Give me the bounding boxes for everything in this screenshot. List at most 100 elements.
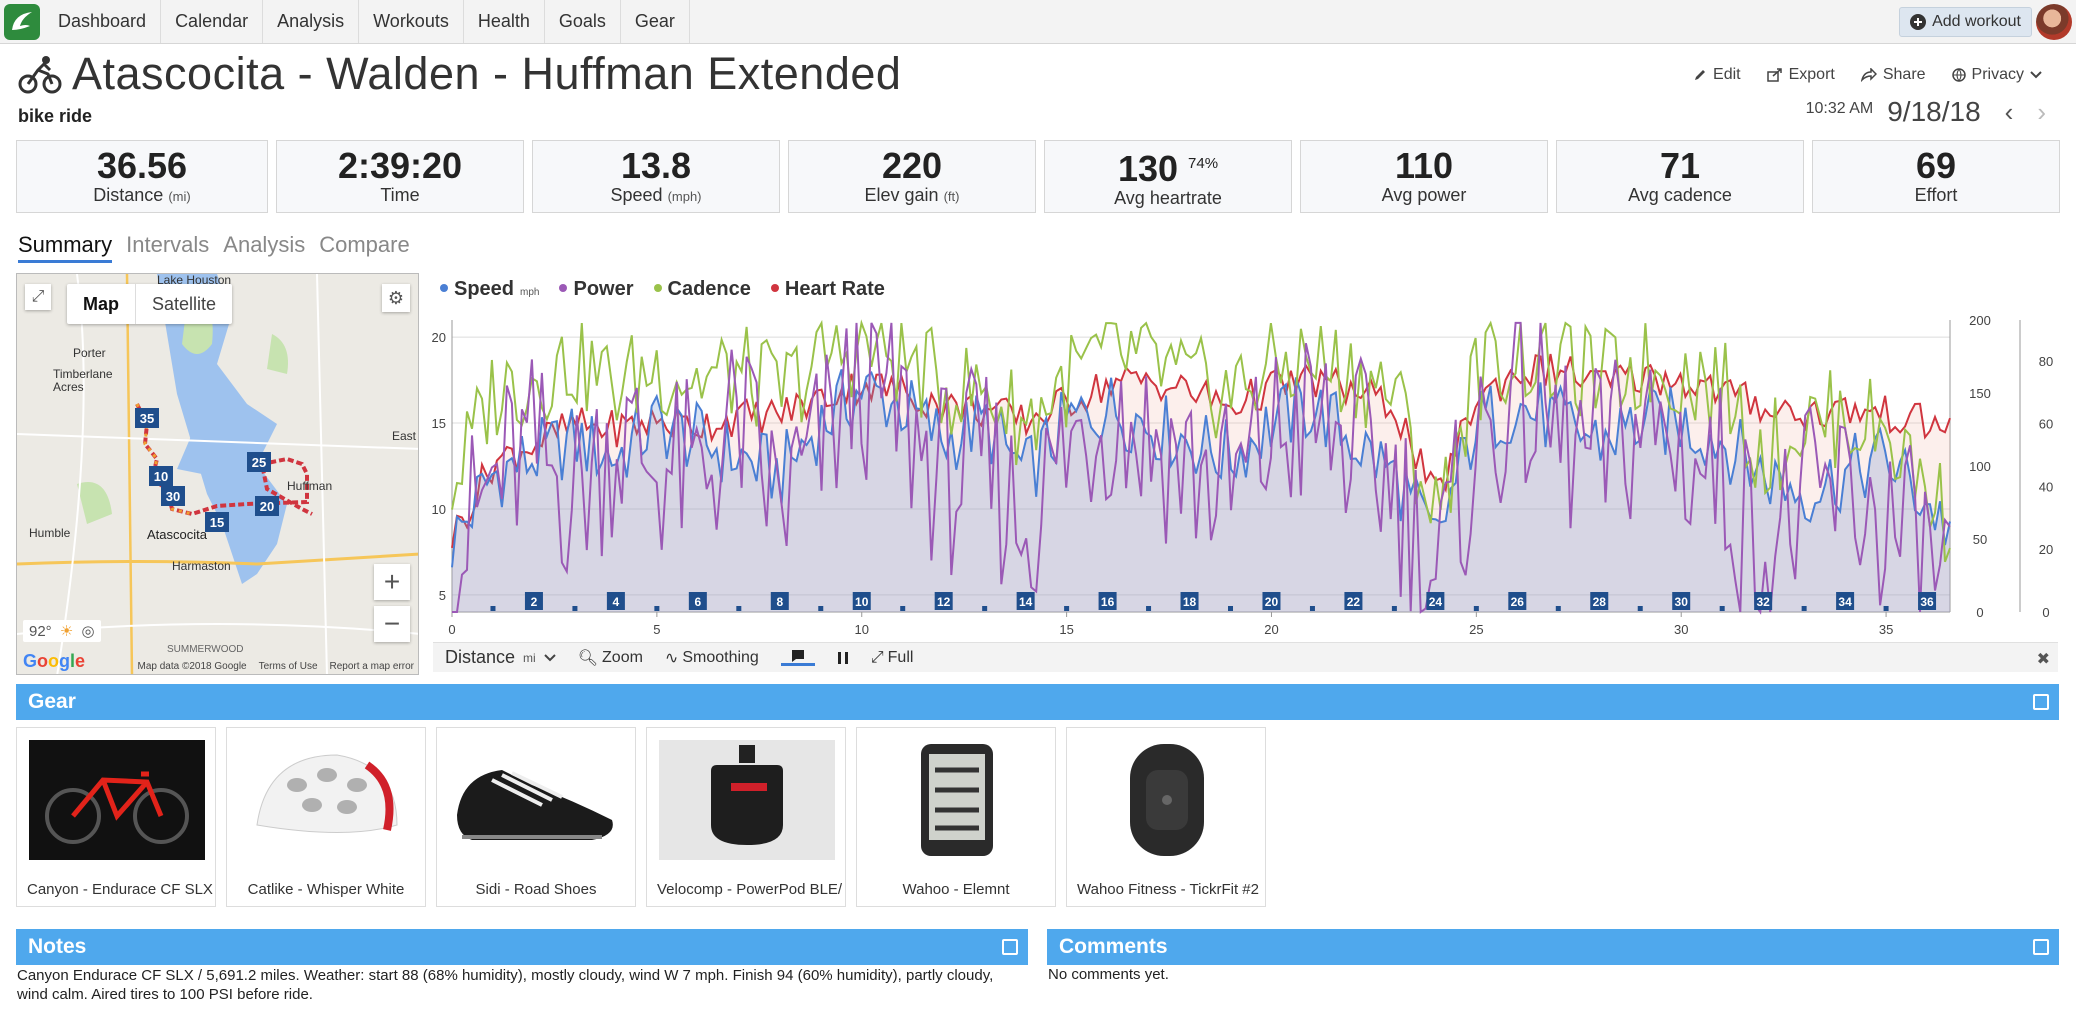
gear-card-tickrfit[interactable]: Wahoo Fitness - TickrFit #2 — [1066, 727, 1266, 907]
zoom-out-icon[interactable]: − — [374, 606, 410, 642]
magnifier-icon: 🔍︎ — [577, 649, 599, 667]
avatar[interactable] — [2036, 4, 2072, 40]
add-workout-button[interactable]: Add workout — [1899, 7, 2032, 37]
nav-gear[interactable]: Gear — [621, 0, 690, 43]
workout-chart[interactable]: 5101520050100150200020406080809010011012… — [430, 310, 2060, 642]
x-tick-label: 0 — [448, 622, 455, 637]
lap-tick — [490, 606, 496, 611]
nav-health[interactable]: Health — [464, 0, 545, 43]
prev-workout-icon[interactable]: ‹ — [2004, 97, 2014, 127]
gear-card-powerpod[interactable]: Velocomp - PowerPod BLE/ — [646, 727, 846, 907]
satellite-mode-button[interactable]: Satellite — [152, 293, 217, 314]
full-button[interactable]: ⤢ Full — [871, 649, 914, 667]
tab-compare[interactable]: Compare — [319, 232, 410, 257]
legend-label: Power — [573, 278, 634, 300]
edit-button[interactable]: Edit — [1693, 66, 1741, 84]
map-settings-gear-icon[interactable]: ⚙ — [382, 284, 410, 312]
lap-marker-label: 6 — [694, 595, 701, 609]
fullscreen-icon[interactable]: ⤢ — [25, 284, 51, 310]
nav-workouts[interactable]: Workouts — [359, 0, 464, 43]
route-map[interactable]: Lake Houston Porter Timberlane Acres Eas… — [16, 273, 419, 675]
nav-dashboard[interactable]: Dashboard — [44, 0, 162, 43]
gear-label: Canyon - Endurace CF SLX I — [27, 881, 215, 898]
map-marker[interactable]: 30 — [161, 486, 185, 506]
nav-calendar[interactable]: Calendar — [161, 0, 264, 43]
gear-card-helmet[interactable]: Catlike - Whisper White — [226, 727, 426, 907]
terms-link[interactable]: Terms of Use — [258, 661, 318, 672]
lap-marker — [688, 592, 707, 610]
edit-notes-icon[interactable] — [1002, 939, 1018, 955]
tab-analysis[interactable]: Analysis — [223, 232, 306, 257]
app-logo[interactable] — [0, 0, 44, 44]
report-error-link[interactable]: Report a map error — [329, 661, 414, 672]
map-canvas[interactable] — [17, 274, 419, 675]
workout-title: Atascocita - Walden - Huffman Extended — [72, 48, 902, 99]
privacy-dropdown[interactable]: Privacy — [1951, 66, 2042, 84]
export-label: Export — [1788, 66, 1835, 83]
chevron-down-icon — [2030, 71, 2042, 79]
share-button[interactable]: Share — [1860, 66, 1926, 84]
lap-marker — [1426, 592, 1445, 610]
gear-card-bike[interactable]: Canyon - Endurace CF SLX I — [16, 727, 216, 907]
map-place-label: Huffman — [287, 479, 333, 493]
lap-tick — [1473, 606, 1479, 611]
x-tick-label: 30 — [1674, 622, 1688, 637]
lap-marker — [1016, 592, 1035, 610]
tab-summary[interactable]: Summary — [18, 232, 113, 263]
map-mode-button[interactable]: Map — [67, 284, 136, 324]
export-button[interactable]: Export — [1766, 66, 1835, 84]
plus-circle-icon — [1910, 14, 1927, 30]
gear-card-elemnt[interactable]: Wahoo - Elemnt — [856, 727, 1056, 907]
lap-marker — [1918, 592, 1937, 610]
close-icon[interactable]: ✖ — [2036, 651, 2050, 668]
lap-marker — [606, 592, 625, 610]
gear-list: Canyon - Endurace CF SLX I Catlike - Whi… — [16, 727, 1266, 907]
map-marker[interactable]: 20 — [255, 496, 279, 516]
full-label: Full — [887, 648, 914, 666]
lap-tick — [1801, 606, 1807, 611]
map-marker[interactable]: 10 — [149, 466, 173, 486]
pause-button[interactable] — [837, 651, 849, 665]
stat-value: 220 — [881, 145, 943, 186]
map-marker[interactable]: 35 — [135, 408, 159, 428]
lap-tick — [818, 606, 824, 611]
next-workout-icon[interactable]: › — [2037, 97, 2046, 127]
lap-marker-label: 32 — [1756, 595, 1770, 609]
x-axis-dropdown[interactable]: Distance mi — [445, 647, 556, 668]
workout-time: 10:32 AM — [1805, 100, 1874, 117]
legend-heart-rate[interactable]: Heart Rate — [770, 278, 885, 301]
legend-dot — [559, 284, 568, 292]
lap-tick — [654, 606, 660, 611]
gear-title: Gear — [28, 690, 76, 713]
lap-marker-label: 10 — [855, 595, 869, 609]
legend-speed[interactable]: Speed mph — [440, 278, 539, 301]
zoom-button[interactable]: 🔍︎ Zoom — [578, 648, 643, 668]
smoothing-button[interactable]: ∿ Smoothing — [665, 648, 759, 668]
map-marker[interactable]: 15 — [205, 512, 229, 532]
legend-dot — [653, 284, 662, 292]
legend-cadence[interactable]: Cadence — [653, 278, 751, 301]
stat-unit: (ft) — [943, 189, 960, 204]
stat-distance: 36.56 Distance (mi) — [16, 140, 268, 213]
map-place-label: Lake Houston — [157, 273, 232, 287]
tab-intervals[interactable]: Intervals — [126, 232, 210, 257]
comment-icon[interactable] — [2033, 939, 2049, 955]
y-tick-cadence: 60 — [2039, 417, 2053, 432]
zoom-in-icon[interactable]: + — [374, 564, 410, 600]
stat-label: Effort — [1914, 185, 1958, 205]
map-marker[interactable]: 25 — [247, 452, 271, 472]
stat-value: 110 — [1394, 145, 1454, 186]
bike-rider-icon — [18, 56, 62, 94]
y-tick-speed: 20 — [432, 330, 446, 345]
comment-toggle[interactable] — [780, 649, 815, 666]
lap-marker-label: 36 — [1920, 595, 1934, 609]
series-line-speed — [451, 369, 1951, 568]
nav-analysis[interactable]: Analysis — [263, 0, 360, 43]
legend-power[interactable]: Power — [559, 278, 634, 301]
edit-gear-icon[interactable] — [2033, 694, 2049, 710]
gear-card-shoes[interactable]: Sidi - Road Shoes — [436, 727, 636, 907]
weather-temp: 92° — [29, 623, 52, 640]
helmet-image — [239, 740, 415, 860]
nav-goals[interactable]: Goals — [545, 0, 621, 43]
lap-marker — [770, 592, 789, 610]
